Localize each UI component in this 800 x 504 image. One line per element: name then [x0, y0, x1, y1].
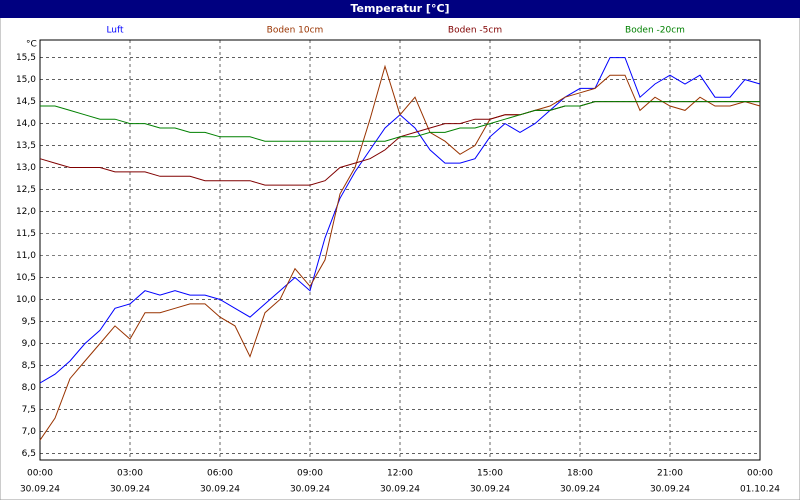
x-tick-label: 18:00	[567, 469, 593, 479]
x-tick-date: 30.09.24	[650, 485, 690, 495]
y-tick-label: 8,5	[22, 361, 36, 371]
series-line	[40, 101, 760, 142]
legend-label: Luft	[106, 26, 124, 36]
x-tick-date: 30.09.24	[110, 485, 150, 495]
y-axis-label: °C	[26, 40, 37, 50]
chart-title: Temperatur [°C]	[350, 2, 449, 15]
legend-label: Boden -20cm	[625, 26, 685, 36]
x-tick-label: 09:00	[297, 469, 323, 479]
y-tick-label: 14,0	[16, 119, 36, 129]
y-tick-label: 13,0	[16, 163, 36, 173]
x-tick-label: 12:00	[387, 469, 413, 479]
y-tick-label: 12,0	[16, 207, 36, 217]
legend-label: Boden -5cm	[448, 26, 502, 36]
x-tick-label: 00:00	[747, 469, 773, 479]
y-tick-label: 14,5	[16, 97, 36, 107]
y-tick-label: 11,5	[16, 229, 36, 239]
legend-label: Boden 10cm	[267, 26, 324, 36]
series-line	[39, 64, 761, 441]
y-tick-label: 6,5	[22, 449, 36, 459]
y-tick-label: 10,5	[16, 273, 36, 283]
y-tick-label: 15,5	[16, 53, 36, 63]
x-tick-date: 30.09.24	[200, 485, 240, 495]
x-tick-date: 30.09.24	[470, 485, 510, 495]
y-tick-label: 11,0	[16, 251, 36, 261]
y-tick-label: 7,5	[22, 405, 36, 415]
y-tick-label: 9,0	[22, 339, 37, 349]
x-tick-label: 00:00	[27, 469, 53, 479]
x-tick-date: 30.09.24	[290, 485, 330, 495]
y-tick-label: 13,5	[16, 141, 36, 151]
y-tick-label: 10,0	[16, 295, 36, 305]
x-tick-date: 30.09.24	[20, 485, 60, 495]
x-tick-date: 30.09.24	[560, 485, 600, 495]
x-tick-label: 06:00	[207, 469, 233, 479]
x-tick-label: 03:00	[117, 469, 143, 479]
y-tick-label: 8,0	[22, 383, 37, 393]
x-tick-date: 01.10.24	[740, 485, 780, 495]
y-tick-label: 15,0	[16, 75, 36, 85]
y-tick-label: 12,5	[16, 185, 36, 195]
y-tick-label: 7,0	[22, 427, 37, 437]
title-bar	[0, 0, 800, 18]
x-tick-label: 21:00	[657, 469, 683, 479]
x-tick-date: 30.09.24	[380, 485, 420, 495]
x-tick-label: 15:00	[477, 469, 503, 479]
y-tick-label: 9,5	[22, 317, 36, 327]
